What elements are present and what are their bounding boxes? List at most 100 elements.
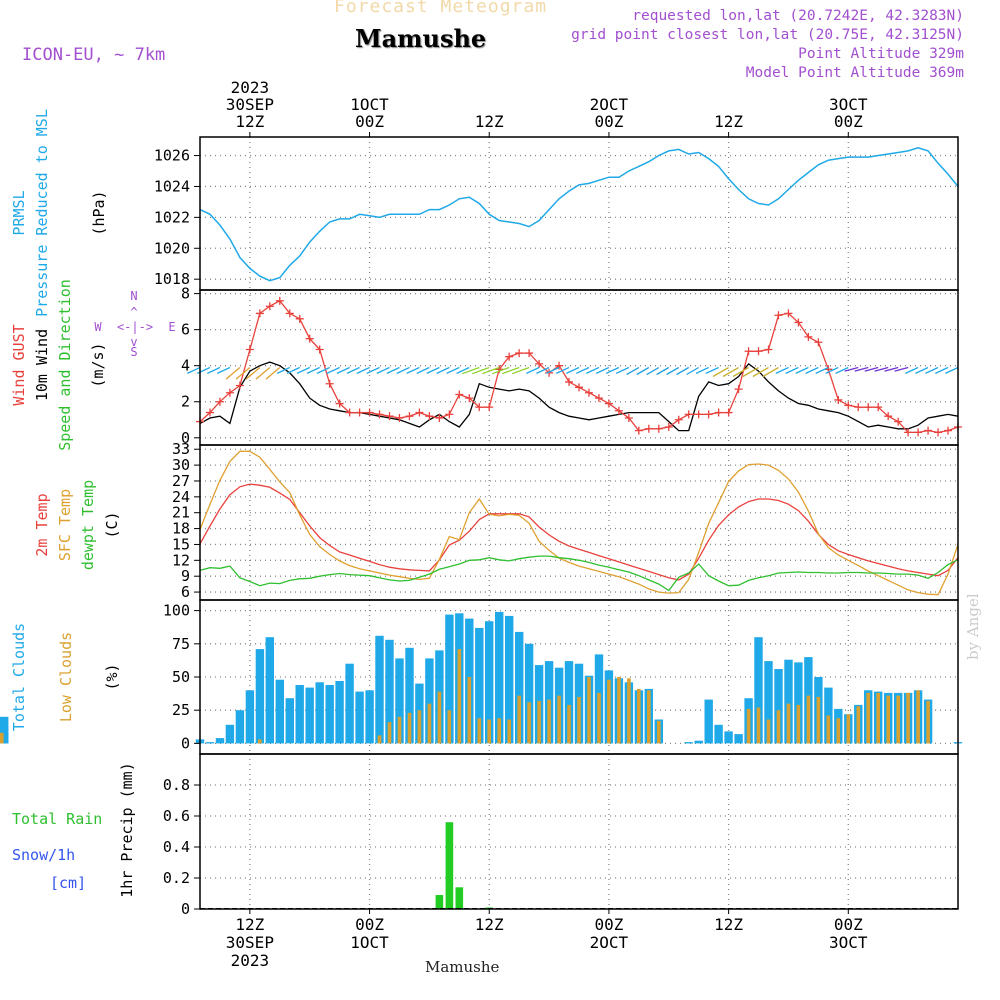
pressure-panel-frame <box>199 136 959 291</box>
temp-axis-label: dewpt Temp <box>79 480 97 570</box>
faint-title: Forecast Meteogram <box>334 0 548 17</box>
gust-marker <box>335 399 344 408</box>
y-tick-label: 0.4 <box>163 838 190 856</box>
total-cloud-bar <box>425 658 434 744</box>
snow-label: Snow/1h <box>12 846 75 864</box>
low-cloud-bar <box>886 695 890 744</box>
wind-direction-arrow <box>586 366 600 374</box>
gust-marker <box>235 381 244 390</box>
low-cloud-bar <box>597 692 601 744</box>
snow-unit-label: [cm] <box>50 874 86 892</box>
low-cloud-bar <box>876 692 880 744</box>
wind-direction-arrow <box>785 366 799 374</box>
low-cloud-bar <box>497 718 501 744</box>
wind-direction-arrow <box>536 366 550 374</box>
y-tick-label: 0 <box>181 429 190 447</box>
low-cloud-bar <box>796 704 801 744</box>
gust-marker <box>864 403 873 412</box>
low-cloud-bar <box>756 707 761 744</box>
y-tick-label: 0 <box>181 734 190 752</box>
y-tick-label: 100 <box>163 602 190 620</box>
low-cloud-bar <box>487 719 491 744</box>
total-cloud-bar <box>305 687 314 744</box>
wind-direction-arrow <box>376 366 390 374</box>
gust-marker <box>664 422 673 431</box>
bottom-time-label: 12Z <box>714 915 743 934</box>
total-cloud-bar <box>235 710 245 744</box>
point-altitude: Point Altitude 329m <box>798 46 964 62</box>
wind-direction-arrow <box>945 366 959 374</box>
gust-marker <box>395 413 404 422</box>
total-cloud-bar <box>225 724 235 744</box>
gust-marker <box>944 426 953 435</box>
wind-direction-arrow <box>844 366 859 372</box>
total-cloud-bar <box>295 685 304 744</box>
bottom-time-label: 3OCT <box>829 933 868 952</box>
wind-direction-arrow <box>265 367 281 380</box>
low-cloud-bar <box>587 677 591 744</box>
temp-axis-label: SFC Temp <box>56 489 74 561</box>
low-cloud-bar <box>786 703 791 744</box>
low-cloud-bar <box>896 695 900 744</box>
low-cloud-bar <box>567 704 571 744</box>
wind-direction-arrow <box>492 366 510 375</box>
gust-marker <box>874 403 883 412</box>
low-cloud-bar <box>607 679 611 744</box>
gust-marker <box>575 383 583 392</box>
total-cloud-bar <box>255 649 265 744</box>
gust-marker <box>834 395 843 404</box>
top-time-label: 00Z <box>834 112 863 131</box>
top-time-label: 1OCT <box>350 95 389 114</box>
y-tick-label: 8 <box>181 285 190 303</box>
wind-direction-arrow <box>546 366 560 374</box>
wind-direction-arrow <box>752 366 769 378</box>
precip-panel-frame <box>199 753 959 910</box>
total-cloud-bar <box>694 740 703 744</box>
gust-marker <box>704 410 713 419</box>
wind-direction-arrow <box>795 366 809 374</box>
total-cloud-bar <box>485 621 494 744</box>
wind-direction-arrow <box>245 367 261 380</box>
gust-marker <box>894 417 903 426</box>
wind-direction-arrow <box>207 366 221 374</box>
total-cloud-bar <box>325 685 334 744</box>
wind-direction-arrow <box>436 366 450 374</box>
top-time-label: 12Z <box>714 112 743 131</box>
low-cloud-bar <box>806 695 811 744</box>
low-cloud-bar <box>637 688 641 744</box>
low-cloud-bar <box>776 710 781 744</box>
gust-marker <box>814 338 823 347</box>
gust-marker <box>784 309 793 318</box>
gust-marker <box>355 408 364 417</box>
total-cloud-bar <box>245 690 255 744</box>
total-cloud-bar <box>684 742 693 744</box>
wind-direction-arrow <box>216 366 231 374</box>
wind-direction-arrow <box>366 366 380 374</box>
wind-direction-arrow <box>396 366 410 374</box>
precip-bar <box>445 822 454 909</box>
bottom-time-label: 2023 <box>231 951 270 970</box>
y-tick-label: 12 <box>172 551 190 569</box>
y-tick-label: 6 <box>181 321 190 339</box>
gust-marker <box>854 403 863 412</box>
y-tick-label: 9 <box>181 567 190 585</box>
low-cloud-bar <box>916 690 920 744</box>
wind-direction-arrow <box>825 366 839 374</box>
y-tick-label: 15 <box>172 535 190 553</box>
wind-direction-arrow <box>636 366 650 376</box>
compass-w: W <box>94 320 102 334</box>
low-cloud-bar <box>467 677 472 744</box>
wind-direction-arrow <box>676 366 690 376</box>
low-cloud-bar <box>537 700 541 744</box>
gust-marker <box>804 332 813 341</box>
wind-direction-arrow <box>835 366 849 374</box>
low-cloud-bar <box>527 702 531 744</box>
compass-s: S <box>130 345 137 359</box>
precip-bar <box>455 887 464 909</box>
wind-direction-arrow <box>775 366 789 374</box>
gust-marker <box>594 394 603 403</box>
total-cloud-bar <box>215 738 225 744</box>
gust-marker <box>305 334 314 343</box>
top-time-label: 00Z <box>355 112 384 131</box>
